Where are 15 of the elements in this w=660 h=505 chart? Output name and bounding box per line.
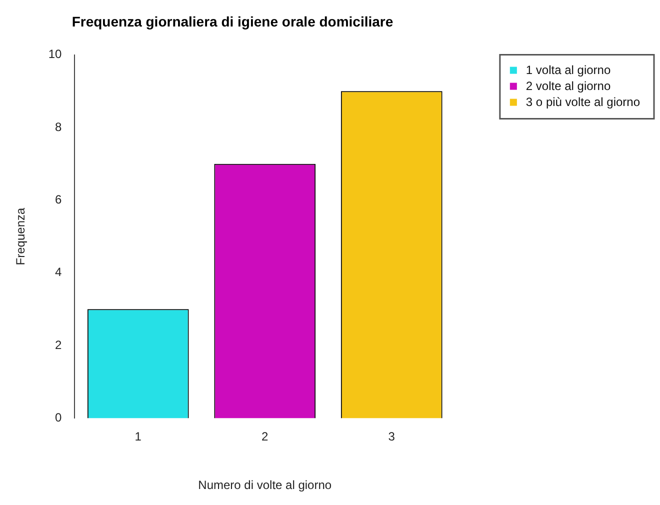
legend-label: 1 volta al giorno: [526, 63, 611, 78]
y-axis-title: Frequenza: [14, 207, 28, 266]
legend-label: 2 volte al giorno: [526, 79, 611, 94]
y-tick-label: 6: [55, 192, 62, 206]
y-tick-label: 2: [55, 338, 62, 352]
chart-title: Frequenza giornaliera di igiene orale domiciliare: [72, 13, 394, 30]
x-tick-label: 1: [134, 430, 142, 444]
x-tick-label: 3: [388, 430, 396, 444]
y-tick-label: 4: [55, 265, 62, 280]
y-tick-label: 10: [48, 47, 62, 62]
legend-label: 3 o più volte al giorno: [526, 95, 640, 110]
y-tick-label: 0: [55, 410, 62, 425]
x-axis-title: Numero di volte al giorno: [198, 478, 332, 492]
x-tick-label: 2: [262, 430, 269, 444]
y-tick-label: 8: [55, 120, 62, 134]
